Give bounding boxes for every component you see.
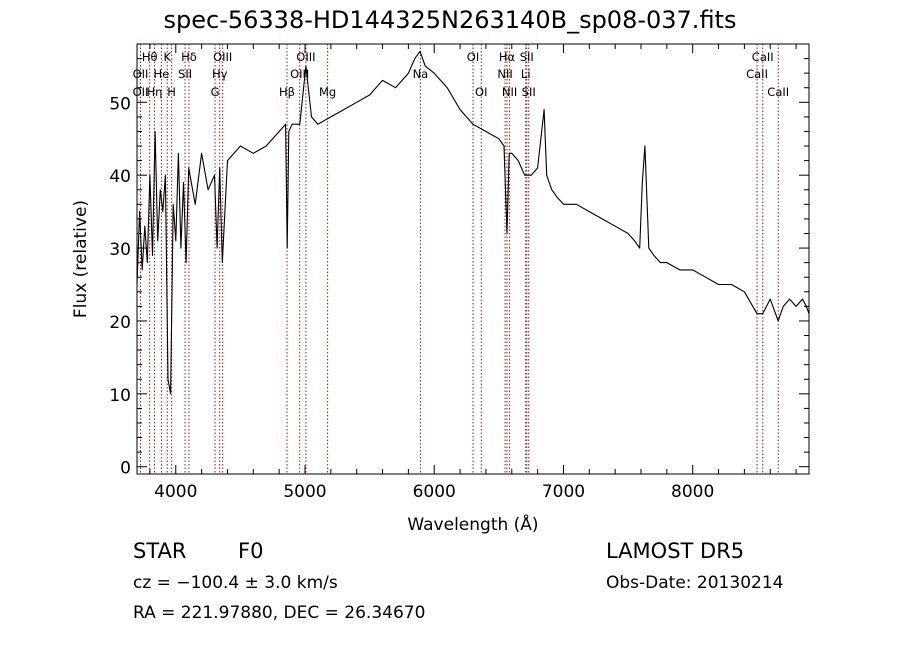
line-marker-label: G [211, 85, 220, 99]
line-marker-label: Hθ [142, 50, 158, 64]
line-marker-label: CaII [767, 85, 789, 99]
spectrum-line [136, 50, 810, 395]
survey-name: LAMOST DR5 [606, 539, 745, 563]
line-marker-label: K [163, 50, 171, 64]
x-tick-label: 6000 [413, 482, 456, 502]
y-tick-label: 40 [109, 167, 131, 187]
line-marker-label: Mg [319, 85, 336, 99]
line-marker-label: SII [178, 67, 192, 81]
chart-title: spec-56338-HD144325N263140B_sp08-037.fit… [163, 6, 737, 34]
observation-date: Obs-Date: 20130214 [606, 573, 784, 593]
line-marker-label: NII [502, 85, 517, 99]
line-marker-label: He [154, 67, 170, 81]
ra-dec-coordinates: RA = 221.97880, DEC = 26.34670 [133, 603, 426, 623]
line-marker-label: H [167, 85, 176, 99]
line-marker-label: Li [521, 67, 531, 81]
line-marker-label: CaII [746, 67, 768, 81]
plot-frame [136, 43, 810, 475]
line-marker-label: OI [475, 85, 487, 99]
line-marker-label: OIII [290, 67, 309, 81]
line-marker-label: Na [413, 67, 429, 81]
line-marker-label: Hγ [212, 67, 228, 81]
spectrum-plot: 4000 5000 6000 7000 8000 0 10 20 30 40 50 Wavelengt… [71, 43, 810, 535]
x-tick-label: 8000 [671, 482, 714, 502]
line-marker-label: Hβ [279, 85, 295, 99]
line-marker-label: OII [133, 67, 149, 81]
y-tick-label: 20 [109, 313, 131, 333]
y-tick-label: 0 [120, 459, 131, 479]
line-marker-label: OIII [213, 50, 232, 64]
line-marker-label: Hα [499, 50, 516, 64]
line-marker-label: CaII [752, 50, 774, 64]
y-tick-label: 50 [109, 94, 131, 114]
line-marker-label: Hδ [181, 50, 197, 64]
line-marker-label: NII [497, 67, 512, 81]
x-axis-label: Wavelength (Å) [407, 513, 538, 535]
x-tick-label: 5000 [283, 482, 326, 502]
line-marker-label: OII [133, 85, 149, 99]
y-tick-label: 30 [109, 240, 131, 260]
line-marker-label: Hη [146, 85, 162, 99]
spectral-subclass: F0 [238, 539, 264, 563]
line-marker-label: SII [522, 85, 536, 99]
x-tick-label: 7000 [542, 482, 585, 502]
line-marker-label: OIII [296, 50, 315, 64]
x-tick-label: 4000 [154, 482, 197, 502]
line-marker-label: SII [520, 50, 534, 64]
y-tick-label: 10 [109, 386, 131, 406]
y-axis-label: Flux (relative) [71, 200, 91, 318]
line-marker-label: OI [467, 50, 479, 64]
object-class: STAR [133, 539, 187, 563]
redshift-velocity: cz = −100.4 ± 3.0 km/s [133, 573, 338, 593]
